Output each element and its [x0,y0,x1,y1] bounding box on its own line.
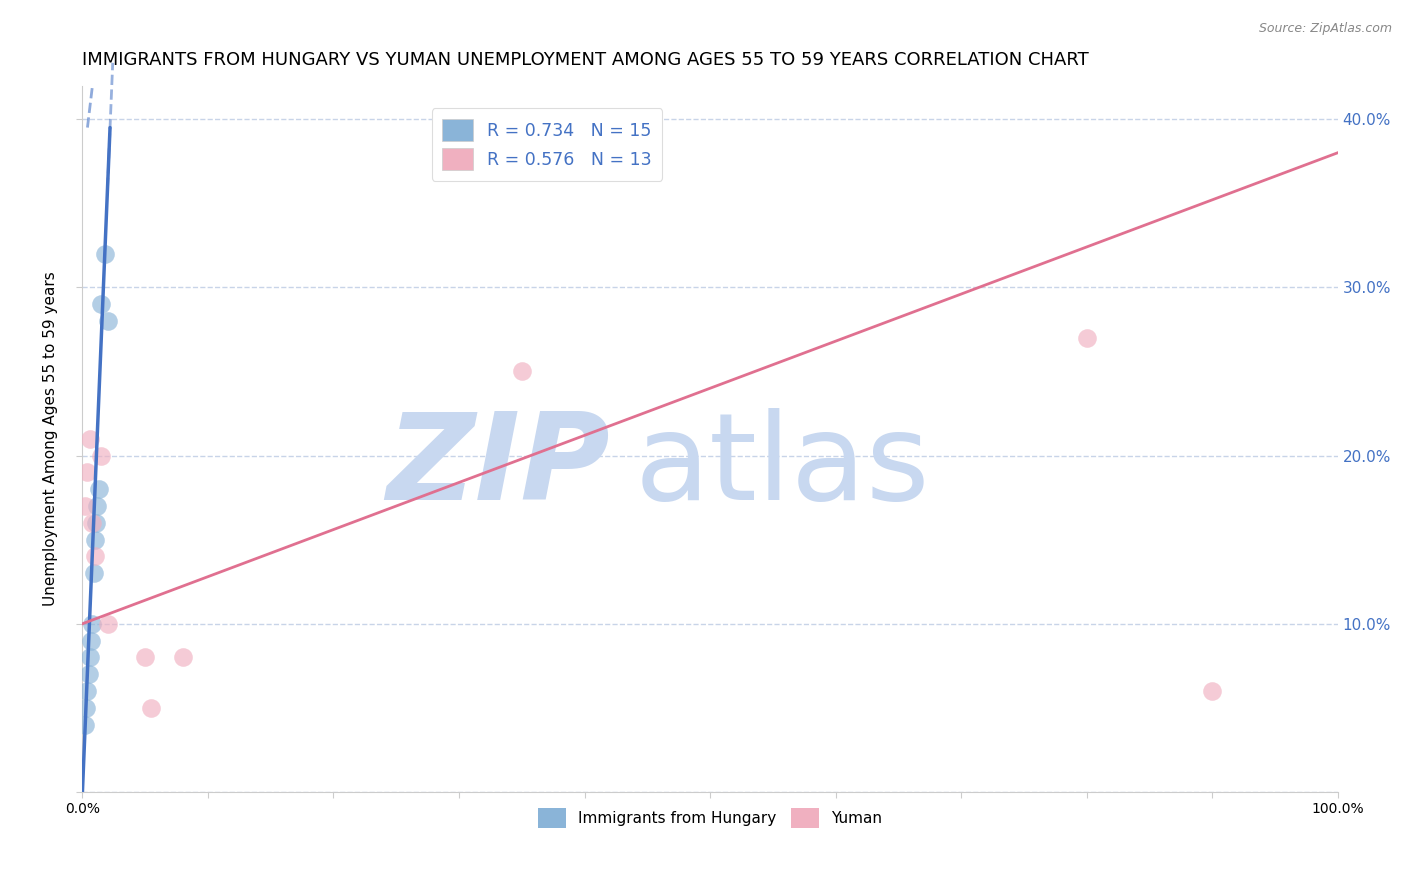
Text: IMMIGRANTS FROM HUNGARY VS YUMAN UNEMPLOYMENT AMONG AGES 55 TO 59 YEARS CORRELAT: IMMIGRANTS FROM HUNGARY VS YUMAN UNEMPLO… [83,51,1090,69]
Point [84,533,107,547]
Point [90,297,112,311]
Point [80,633,103,648]
Text: ZIP: ZIP [385,409,610,525]
Point [75,701,97,715]
Point [134,650,156,665]
Y-axis label: Unemployment Among Ages 55 to 59 years: Unemployment Among Ages 55 to 59 years [44,271,58,606]
Point [141,701,163,715]
Point [73,717,96,731]
Point [76,466,98,480]
Point [76,684,98,698]
Point [94,246,117,260]
Text: atlas: atlas [634,409,931,525]
Point [79,650,101,665]
Point [1076,331,1098,345]
Point [96,616,118,631]
Point [77,667,100,681]
Text: Source: ZipAtlas.com: Source: ZipAtlas.com [1258,22,1392,36]
Point [87,482,110,496]
Point [73,499,96,513]
Point [83,566,105,581]
Point [172,650,194,665]
Point [79,432,101,446]
Point [84,549,107,564]
Point [86,499,108,513]
Legend: Immigrants from Hungary, Yuman: Immigrants from Hungary, Yuman [531,802,889,834]
Point [84,516,107,530]
Point [1201,684,1223,698]
Point [90,449,112,463]
Point [96,314,118,328]
Point [82,616,104,631]
Point [82,516,104,530]
Point [510,364,533,378]
